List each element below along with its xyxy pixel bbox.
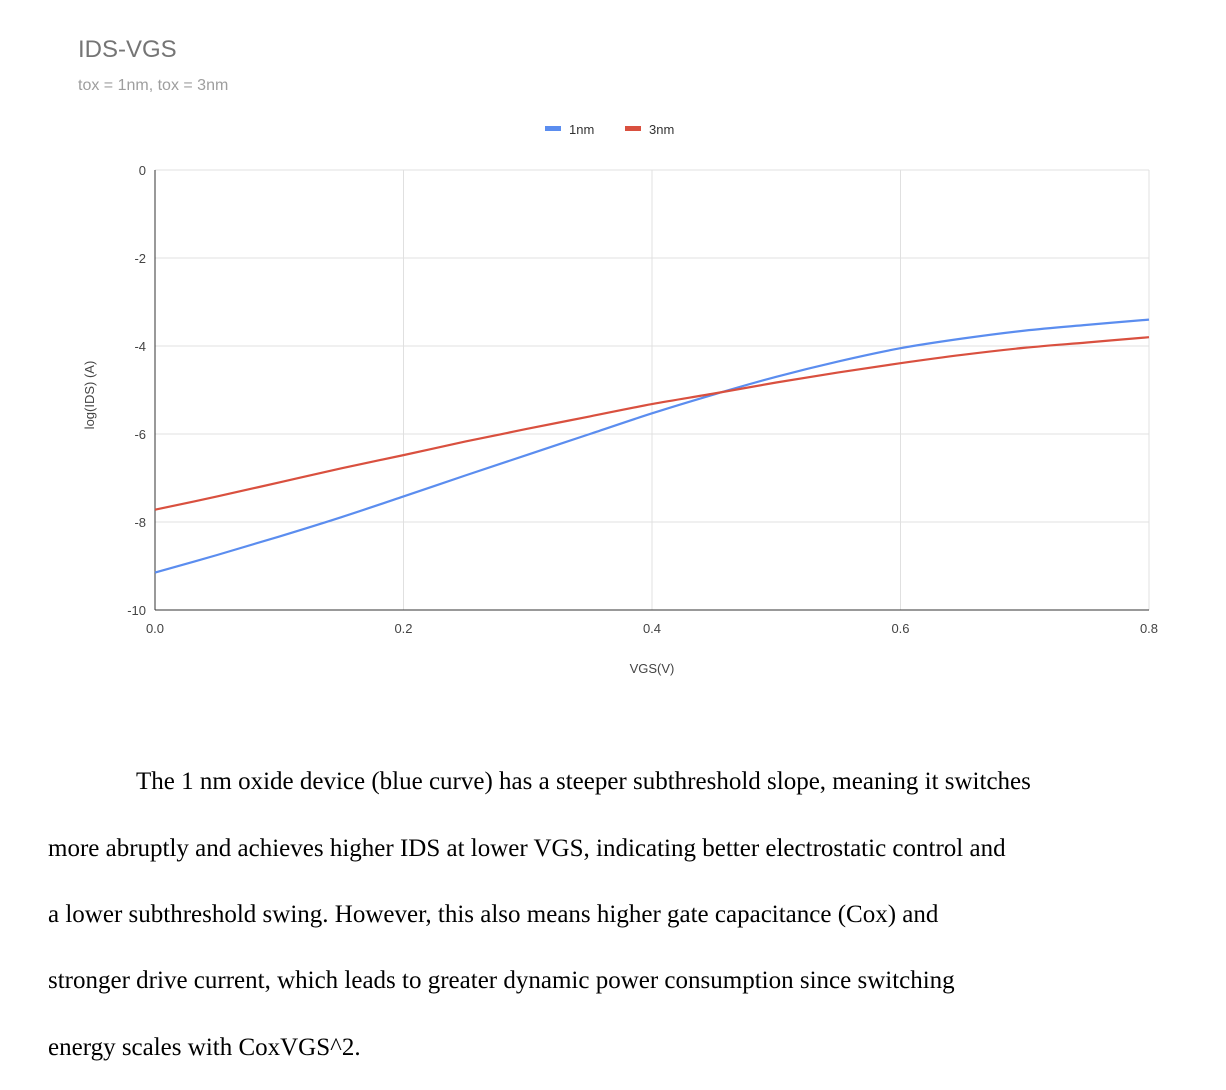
legend-label-3nm: 3nm [649,122,674,137]
y-tick-label: 0 [139,163,146,178]
paragraph-line-3: a lower subthreshold swing. However, thi… [48,901,939,928]
y-tick-label: -4 [134,339,146,354]
y-tick-label: -6 [134,427,146,442]
x-axis-label: VGS(V) [630,661,675,676]
y-tick-label: -8 [134,515,146,530]
series-line-1nm [154,318,1150,574]
y-axis-label: log(IDS) (A) [82,361,97,430]
paragraph-line-2: more abruptly and achieves higher IDS at… [48,835,1006,862]
series-line-3nm [154,336,1150,511]
paragraph-line-1: The 1 nm oxide device (blue curve) has a… [136,768,1031,795]
x-tick-label: 0.6 [891,621,909,636]
chart: 0 -2 -4 -6 -8 -100.0 0.2 0.4 0.6 0.8 VGS(V) log(IDS… [82,122,1158,676]
legend-swatch-3nm [625,126,641,131]
x-tick-label: 0.2 [394,621,412,636]
legend-label-1nm: 1nm [569,122,594,137]
y-tick-label: -10 [127,603,146,618]
y-tick-label: -2 [134,251,146,266]
chart-subtitle: tox = 1nm, tox = 3nm [78,77,229,94]
x-tick-label: 0.8 [1140,621,1158,636]
x-tick-label: 0.4 [643,621,661,636]
chart-title: IDS-VGS [78,36,177,63]
paragraph-line-4: stronger drive current, which leads to g… [48,967,955,994]
x-tick-label: 0.0 [146,621,164,636]
paragraph-line-5: energy scales with CoxVGS^2. [48,1034,361,1061]
legend-swatch-1nm [545,126,561,131]
